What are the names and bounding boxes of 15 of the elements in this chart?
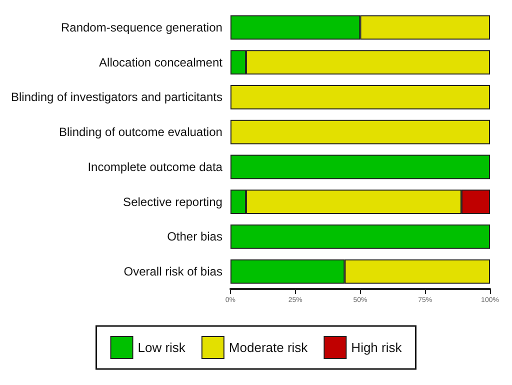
y-tick-label: Blinding of outcome evaluation: [59, 125, 222, 140]
y-tick-label: Other bias: [167, 230, 222, 244]
bar: [230, 84, 490, 110]
y-tick-label: Incomplete outcome data: [88, 160, 223, 174]
legend-label: Low risk: [138, 340, 186, 355]
bar: [230, 224, 490, 249]
bar: [230, 120, 490, 144]
bar: [230, 154, 490, 180]
y-tick-label: Overall risk of bias: [124, 264, 222, 279]
y-tick-label: Allocation concealment: [99, 55, 224, 70]
y-tick-label: Blinding of investigators and particitants: [11, 90, 222, 104]
y-tick-label: Selective reporting: [123, 194, 222, 209]
legend-label: Moderate risk: [228, 340, 308, 355]
y-tick-label: Random-sequence generation: [61, 20, 222, 34]
legend-label: High risk: [351, 340, 402, 355]
